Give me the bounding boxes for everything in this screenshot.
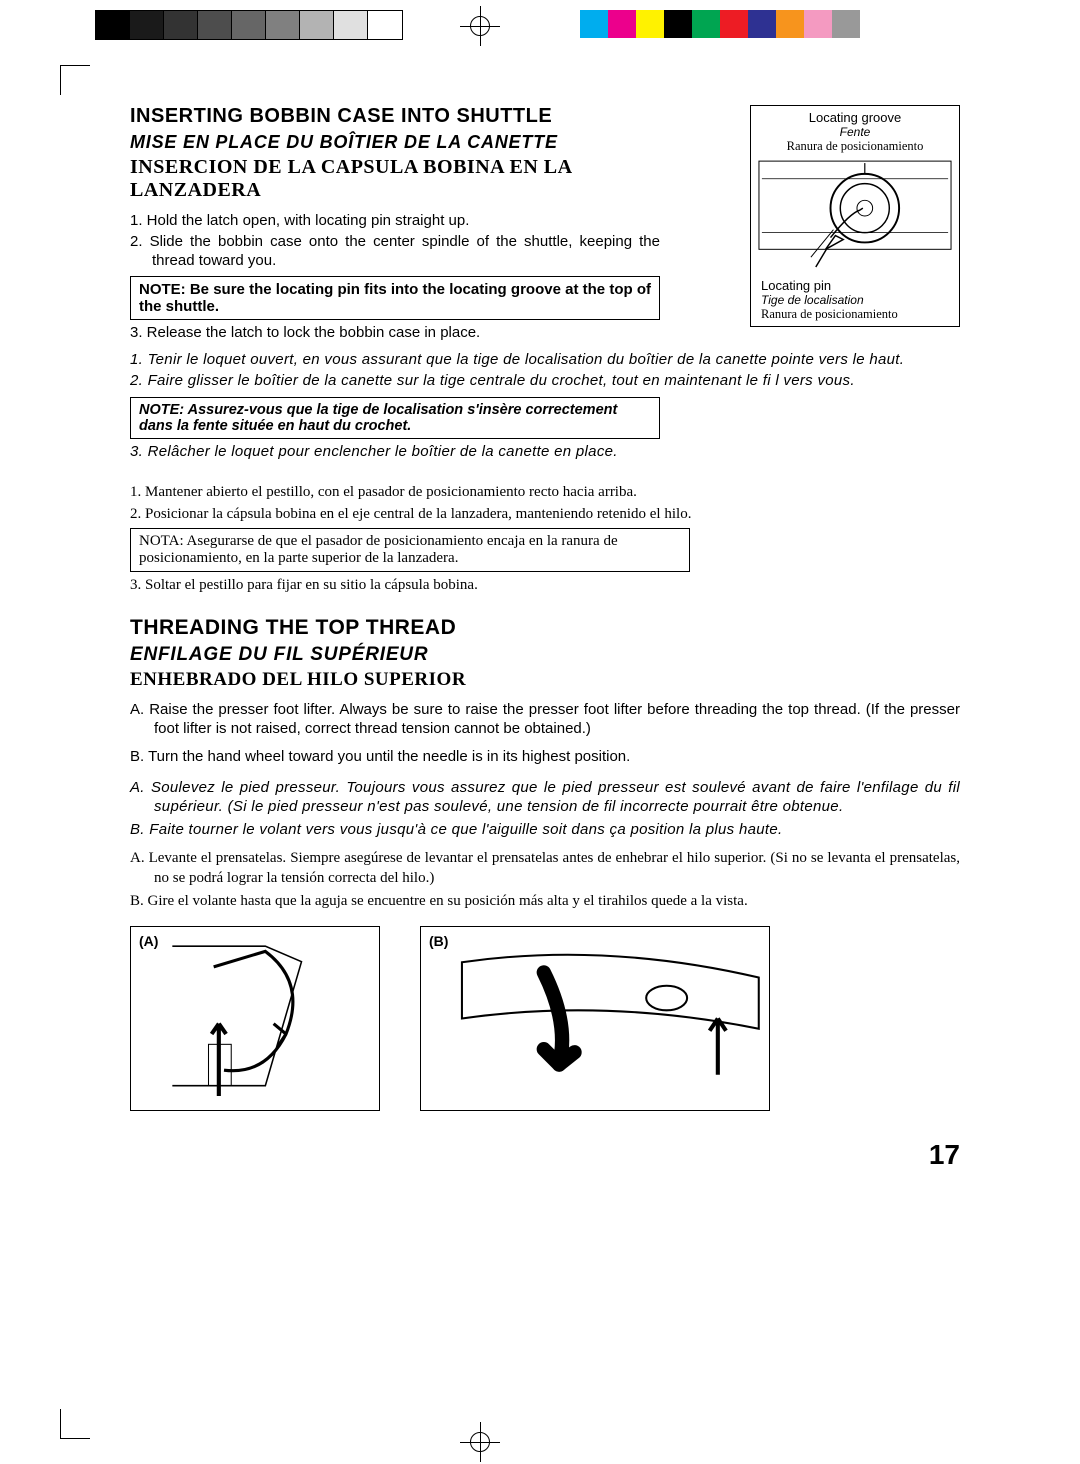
figure-label-top-es: Ranura de posicionamiento	[757, 139, 953, 154]
figure-label-bot-en: Locating pin	[761, 278, 953, 293]
sec2-en-b: B. Turn the hand wheel toward you until …	[130, 748, 960, 767]
sec1-fr-step2: 2. Faire glisser le boîtier de la canett…	[130, 372, 960, 391]
crop-mark-bottom-left	[60, 1409, 90, 1439]
sec1-fr-step1: 1. Tenir le loquet ouvert, en vous assur…	[130, 351, 960, 370]
sec1-es-step3: 3. Soltar el pestillo para fijar en su s…	[130, 576, 960, 596]
sec1-en-step1: 1. Hold the latch open, with locating pi…	[130, 212, 660, 231]
figure-label-top-en: Locating groove	[757, 110, 953, 125]
page-content: INSERTING BOBBIN CASE INTO SHUTTLE MISE …	[130, 105, 960, 1111]
section1-figure-box: Locating groove Fente Ranura de posicion…	[750, 105, 960, 327]
sec2-es-a: A. Levante el prensatelas. Siempre asegú…	[130, 849, 960, 888]
section2-title-en: THREADING THE TOP THREAD	[130, 616, 960, 640]
figure-label-bot-es: Ranura de posicionamiento	[761, 307, 953, 322]
sec2-fr-a: A. Soulevez le pied presseur. Toujours v…	[130, 779, 960, 817]
sec1-es-note: NOTA: Asegurarse de que el pasador de po…	[130, 528, 690, 572]
sec2-fr-b: B. Faite tourner le volant vers vous jus…	[130, 821, 960, 840]
grayscale-registration-swatches	[95, 10, 403, 40]
sec2-en-a: A. Raise the presser foot lifter. Always…	[130, 701, 960, 739]
color-registration-swatches	[580, 10, 860, 38]
section1-title-es: INSERCION DE LA CAPSULA BOBINA EN LA LAN…	[130, 156, 660, 202]
figure-b-illustration	[421, 927, 769, 1110]
section1-title-fr: MISE EN PLACE DU BOÎTIER DE LA CANETTE	[130, 132, 660, 153]
sec1-fr-note: NOTE: Assurez-vous que la tige de locali…	[130, 397, 660, 439]
section1-title-en: INSERTING BOBBIN CASE INTO SHUTTLE	[130, 105, 660, 128]
bobbin-shuttle-illustration	[757, 158, 953, 273]
crop-mark-top-left	[60, 65, 90, 95]
page-number: 17	[929, 1139, 960, 1171]
sec1-fr-step3: 3. Relâcher le loquet pour enclencher le…	[130, 443, 960, 462]
sec1-en-step2: 2. Slide the bobbin case onto the center…	[130, 233, 660, 271]
sec1-es-step2: 2. Posicionar la cápsula bobina en el ej…	[130, 505, 960, 525]
figure-a-box: (A)	[130, 926, 380, 1111]
sec1-en-step3: 3. Release the latch to lock the bobbin …	[130, 324, 960, 343]
section2-title-es: ENHEBRADO DEL HILO SUPERIOR	[130, 669, 960, 691]
figure-label-bot-fr: Tige de localisation	[761, 293, 953, 307]
figure-a-illustration	[131, 927, 379, 1110]
sec1-en-note: NOTE: Be sure the locating pin fits into…	[130, 276, 660, 320]
sec2-es-b: B. Gire el volante hasta que la aguja se…	[130, 892, 960, 912]
figure-b-box: (B)	[420, 926, 770, 1111]
registration-crosshair-top	[460, 6, 500, 46]
sec1-es-step1: 1. Mantener abierto el pestillo, con el …	[130, 483, 960, 503]
figure-label-top-fr: Fente	[757, 125, 953, 139]
section2-title-fr: ENFILAGE DU FIL SUPÉRIEUR	[130, 644, 960, 666]
registration-crosshair-bottom	[460, 1422, 500, 1462]
